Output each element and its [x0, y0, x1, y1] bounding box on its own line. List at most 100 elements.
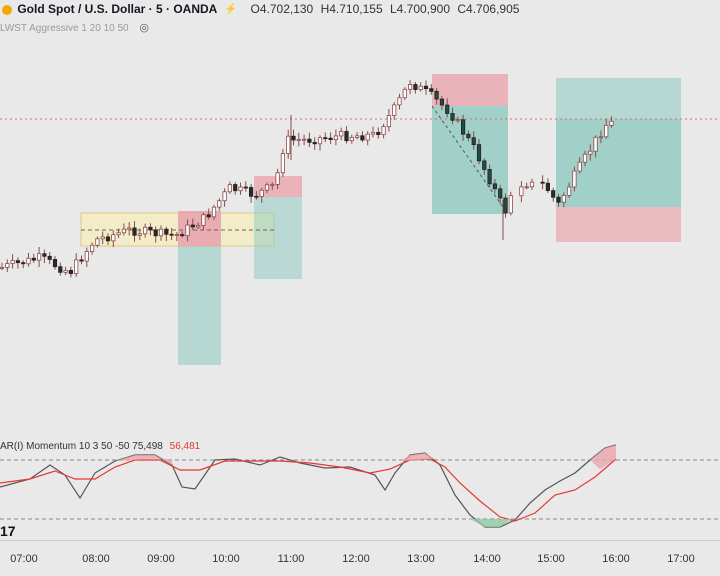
candle [47, 255, 52, 260]
symbol-row: Gold Spot / U.S. Dollar · 5 · OANDA ⚡ O4… [0, 2, 523, 16]
gold-coin-icon [2, 4, 12, 15]
oscillator-main-line [0, 444, 617, 528]
candle [217, 200, 222, 208]
candle [524, 186, 529, 189]
indicator-label[interactable]: LWST Aggressive 1 20 10 50 [0, 23, 129, 34]
candle [52, 259, 58, 268]
candle [376, 131, 381, 136]
candle [498, 188, 503, 199]
candle [211, 206, 217, 218]
candle [127, 227, 132, 230]
candle [439, 98, 445, 106]
oscillator-pane[interactable] [0, 435, 720, 540]
candle [386, 115, 392, 128]
tradingview-logo-icon: 17 [0, 523, 16, 539]
x-tick-label: 07:00 [10, 553, 38, 565]
candle [598, 136, 604, 139]
candle [63, 270, 68, 273]
candle [153, 229, 158, 237]
candle [476, 144, 482, 162]
candle [169, 233, 174, 236]
candle [148, 226, 153, 231]
high-value: H4.710,155 [320, 2, 383, 16]
candle [180, 234, 185, 237]
candle [291, 135, 296, 141]
indicator-row: LWST Aggressive 1 20 10 50 ◎ [0, 21, 149, 34]
candle [545, 182, 551, 192]
candle [74, 259, 79, 274]
candle [190, 224, 195, 228]
candle [503, 197, 508, 214]
candle [582, 153, 588, 163]
stop-zone [556, 207, 681, 242]
x-tick-label: 13:00 [407, 553, 435, 565]
candle [323, 137, 328, 140]
ohlc-values: O4.702,130 H4.710,155 L4.700,900 C4.706,… [251, 2, 524, 16]
close-value: C4.706,905 [457, 2, 520, 16]
candle [392, 104, 397, 116]
candle [492, 183, 498, 190]
candle [5, 263, 10, 268]
candle [31, 257, 36, 261]
candle [466, 133, 471, 139]
candle [460, 119, 466, 135]
candle [264, 184, 270, 191]
chart-header: Gold Spot / U.S. Dollar · 5 · OANDA ⚡ O4… [0, 0, 720, 40]
candle [445, 104, 450, 114]
x-tick-label: 16:00 [602, 553, 630, 565]
oscillator-main-value: 75,498 [132, 441, 163, 452]
candle [588, 150, 593, 155]
candle [556, 196, 561, 203]
candle [296, 139, 301, 141]
candle [280, 153, 286, 174]
candle [344, 131, 349, 142]
price-chart[interactable] [0, 40, 720, 430]
candle [317, 137, 323, 145]
oscillator-signal-line [0, 458, 617, 522]
candle [307, 138, 312, 143]
candle [450, 113, 455, 121]
oscillator-label: AR(I) Momentum 10 3 50 -50 [0, 441, 130, 452]
x-tick-label: 11:00 [277, 553, 305, 565]
candle [423, 85, 429, 90]
trade-path-line [431, 105, 509, 215]
candle [418, 85, 423, 90]
oversold-fill [470, 519, 512, 527]
time-axis[interactable]: 07:00 08:00 09:00 10:00 11:00 12:00 13:00 14:00… [0, 540, 720, 576]
candle [328, 137, 333, 140]
overbought-fill [400, 453, 435, 461]
candle [201, 214, 206, 226]
candle [604, 124, 609, 138]
candle [301, 138, 307, 141]
candle [0, 267, 5, 269]
candle [84, 251, 89, 262]
candle [222, 191, 227, 202]
candle [15, 260, 21, 264]
target-zone [556, 78, 681, 119]
candle [519, 186, 524, 197]
candle [121, 228, 126, 234]
stop-zone [432, 74, 508, 106]
eye-icon[interactable]: ◎ [139, 22, 149, 34]
overbought-fill [590, 445, 616, 469]
candle [407, 84, 413, 90]
candle [429, 88, 434, 92]
candle [42, 253, 47, 257]
candle [37, 253, 42, 261]
candle [471, 137, 476, 146]
candle [26, 257, 31, 265]
candle [174, 234, 179, 236]
x-tick-label: 17:00 [667, 553, 695, 565]
candle [111, 234, 116, 242]
lightning-icon[interactable]: ⚡ [224, 4, 238, 16]
candle [508, 195, 513, 214]
x-tick-label: 12:00 [342, 553, 370, 565]
target-zone [178, 246, 221, 365]
symbol-title[interactable]: Gold Spot / U.S. Dollar · 5 · OANDA [17, 2, 218, 16]
candle [137, 233, 142, 236]
candle [381, 126, 386, 136]
candle [482, 160, 487, 170]
x-tick-label: 14:00 [473, 553, 501, 565]
candle [270, 183, 275, 186]
candle [195, 225, 201, 228]
